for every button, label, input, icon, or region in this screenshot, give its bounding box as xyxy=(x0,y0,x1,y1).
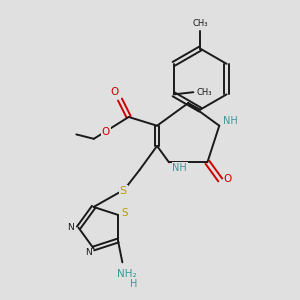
Text: NH₂: NH₂ xyxy=(117,269,136,279)
Text: O: O xyxy=(102,127,110,137)
Text: O: O xyxy=(110,87,118,97)
Text: NH: NH xyxy=(223,116,238,126)
Text: CH₃: CH₃ xyxy=(192,19,208,28)
Text: S: S xyxy=(121,208,128,218)
Text: CH₃: CH₃ xyxy=(196,88,212,97)
Text: NH: NH xyxy=(172,163,187,173)
Text: N: N xyxy=(85,248,92,257)
Text: N: N xyxy=(68,223,74,232)
Text: O: O xyxy=(224,174,232,184)
Text: H: H xyxy=(130,279,137,289)
Text: S: S xyxy=(120,186,127,196)
